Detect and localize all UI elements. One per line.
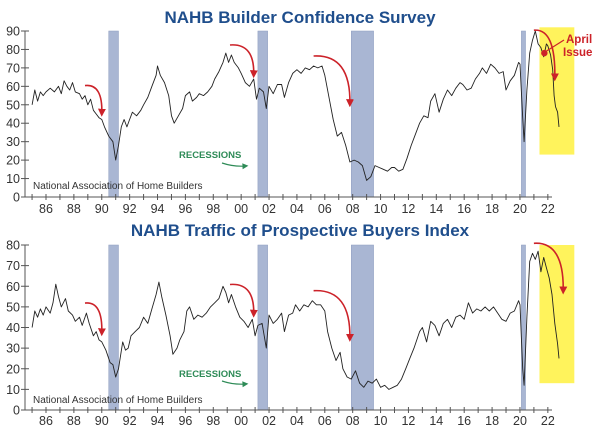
y-tick-label: 30: [6, 135, 20, 149]
recession-bars: [108, 244, 526, 411]
downturn-arrow: [84, 84, 106, 117]
x-tick-label: 06: [318, 414, 332, 428]
recession-bar: [108, 244, 119, 411]
downturn-arrow: [313, 289, 354, 342]
axes: 0 10 20 30 40 50 60 70 80 86 88 90 92 94 96 98 00 02 04 06 0…: [6, 239, 555, 429]
x-tick-label: 92: [123, 202, 137, 216]
x-tick-label: 94: [151, 202, 165, 216]
chart-panel-builder-confidence: NAHB Builder Confidence Survey 0 10 20 30 40…: [6, 8, 592, 216]
axes: 0 10 20 30 40 50 60 70 80 90 86 88 90 92 94 96 98 00 02 04 0…: [6, 25, 555, 217]
recessions-label: RECESSIONS: [179, 150, 241, 161]
x-tick-label: 04: [290, 414, 304, 428]
recession-bar: [351, 30, 374, 198]
highlight-layer: [539, 245, 575, 384]
series-layer: [31, 30, 560, 181]
y-tick-label: 70: [6, 259, 20, 273]
x-tick-label: 00: [234, 414, 248, 428]
annotation-layer: [84, 29, 565, 170]
x-tick-label: 20: [513, 202, 527, 216]
y-tick-label: 30: [6, 342, 20, 356]
x-tick-label: 92: [123, 414, 137, 428]
y-tick-label: 0: [13, 404, 20, 418]
chart-title: NAHB Traffic of Prospective Buyers Index: [131, 221, 470, 240]
series-layer: [31, 250, 560, 390]
x-tick-label: 22: [541, 202, 555, 216]
source-label: National Association of Home Builders: [33, 395, 203, 406]
recession-bar: [257, 30, 268, 198]
x-tick-label: 04: [290, 202, 304, 216]
x-tick-label: 12: [401, 414, 415, 428]
x-tick-label: 08: [346, 414, 360, 428]
y-tick-label: 50: [6, 98, 20, 112]
april-issue-dot: [541, 49, 548, 57]
recessions-pointer-arrow: [221, 162, 249, 170]
x-tick-label: 98: [206, 414, 220, 428]
x-tick-label: 22: [541, 414, 555, 428]
recession-bar: [108, 30, 119, 198]
chart-title: NAHB Builder Confidence Survey: [164, 8, 436, 27]
april-issue-label-line1: April: [566, 34, 592, 46]
x-tick-label: 86: [39, 414, 53, 428]
y-tick-label: 0: [13, 191, 20, 205]
x-tick-label: 86: [39, 202, 53, 216]
y-tick-label: 40: [6, 117, 20, 131]
series-line: [31, 250, 560, 390]
y-tick-label: 20: [6, 362, 20, 376]
x-tick-label: 98: [206, 202, 220, 216]
chart-panel-traffic-buyers: NAHB Traffic of Prospective Buyers Index…: [6, 221, 575, 429]
y-tick-label: 60: [6, 280, 20, 294]
x-tick-label: 20: [513, 414, 527, 428]
highlight-box: [539, 245, 575, 384]
x-tick-label: 18: [485, 202, 499, 216]
y-tick-label: 10: [6, 172, 20, 186]
recessions-pointer-arrow: [221, 380, 249, 388]
x-tick-label: 18: [485, 414, 499, 428]
x-tick-label: 96: [178, 202, 192, 216]
recessions-label: RECESSIONS: [179, 369, 241, 380]
y-tick-label: 60: [6, 80, 20, 94]
x-tick-label: 90: [95, 202, 109, 216]
x-tick-label: 90: [95, 414, 109, 428]
y-tick-label: 20: [6, 154, 20, 168]
downturn-arrow: [229, 283, 258, 318]
x-tick-label: 14: [429, 414, 443, 428]
x-tick-label: 16: [457, 414, 471, 428]
y-tick-label: 50: [6, 300, 20, 314]
y-tick-label: 80: [6, 239, 20, 253]
downturn-arrow: [229, 44, 258, 79]
x-tick-label: 06: [318, 202, 332, 216]
downturn-arrow: [84, 302, 106, 337]
y-tick-label: 10: [6, 383, 20, 397]
downturn-arrow: [313, 55, 354, 108]
recession-bar: [521, 244, 526, 411]
recession-bar: [351, 244, 374, 411]
y-tick-label: 40: [6, 321, 20, 335]
y-tick-label: 70: [6, 61, 20, 75]
x-tick-label: 88: [67, 414, 81, 428]
annotation-layer: [84, 242, 568, 388]
downturn-arrow: [533, 29, 559, 82]
x-tick-label: 16: [457, 202, 471, 216]
x-tick-label: 88: [67, 202, 81, 216]
april-issue-pointer: [546, 39, 565, 52]
x-tick-label: 96: [178, 414, 192, 428]
x-tick-label: 94: [151, 414, 165, 428]
recession-bar: [521, 30, 526, 198]
x-tick-label: 10: [374, 202, 388, 216]
downturn-arrow: [533, 242, 568, 295]
y-tick-label: 90: [6, 25, 20, 39]
x-tick-label: 02: [262, 414, 276, 428]
x-tick-label: 10: [374, 414, 388, 428]
x-tick-label: 08: [346, 202, 360, 216]
april-issue-label-line2: Issue: [563, 47, 592, 59]
source-label: National Association of Home Builders: [33, 181, 203, 192]
x-tick-label: 00: [234, 202, 248, 216]
x-tick-label: 14: [429, 202, 443, 216]
x-tick-label: 12: [401, 202, 415, 216]
x-tick-label: 02: [262, 202, 276, 216]
y-tick-label: 80: [6, 43, 20, 57]
series-line: [31, 30, 560, 181]
